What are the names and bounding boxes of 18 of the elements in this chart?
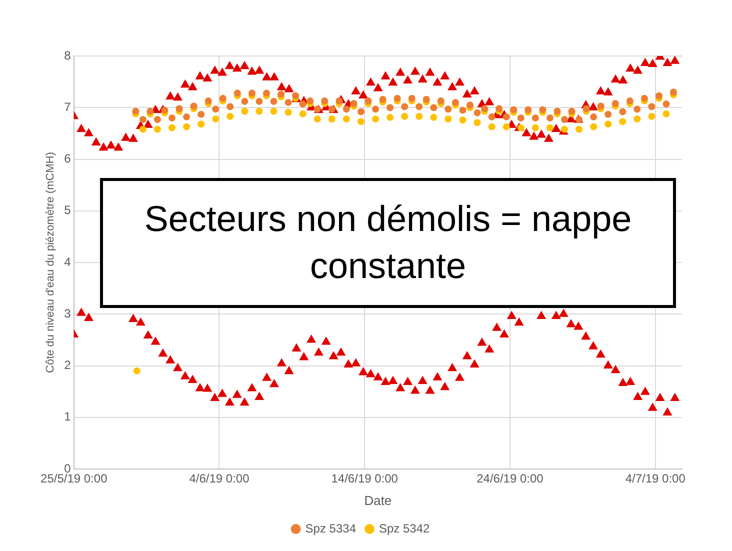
- y-tick-label: 8: [64, 48, 72, 62]
- legend-label: Spz 5342: [379, 521, 430, 536]
- y-tick-label: 7: [64, 100, 72, 114]
- x-tick-label: 4/6/19 0:00: [189, 472, 250, 486]
- y-tick-label: 5: [64, 203, 72, 218]
- y-axis-title: Côte du niveau d'eau du piézomètre (mCMH): [44, 152, 57, 373]
- text-box: Secteurs non démolis = nappe constante: [100, 178, 676, 308]
- y-tick-label: 6: [64, 152, 72, 166]
- x-tick-label: 25/5/19 0:00: [40, 472, 108, 486]
- y-tick-label: 4: [64, 254, 72, 269]
- y-tick-label: 3: [64, 306, 72, 320]
- y-tick-label: 1: [64, 410, 72, 424]
- x-tick-label: 14/6/19 0:00: [331, 472, 398, 486]
- x-tick-label: 24/6/19 0:00: [476, 472, 544, 486]
- y-tick-label: 2: [64, 358, 72, 372]
- x-axis-title: Date: [364, 492, 392, 508]
- x-tick-label: 4/7/19 0:00: [625, 472, 686, 486]
- legend-label: Spz 5334: [305, 521, 356, 536]
